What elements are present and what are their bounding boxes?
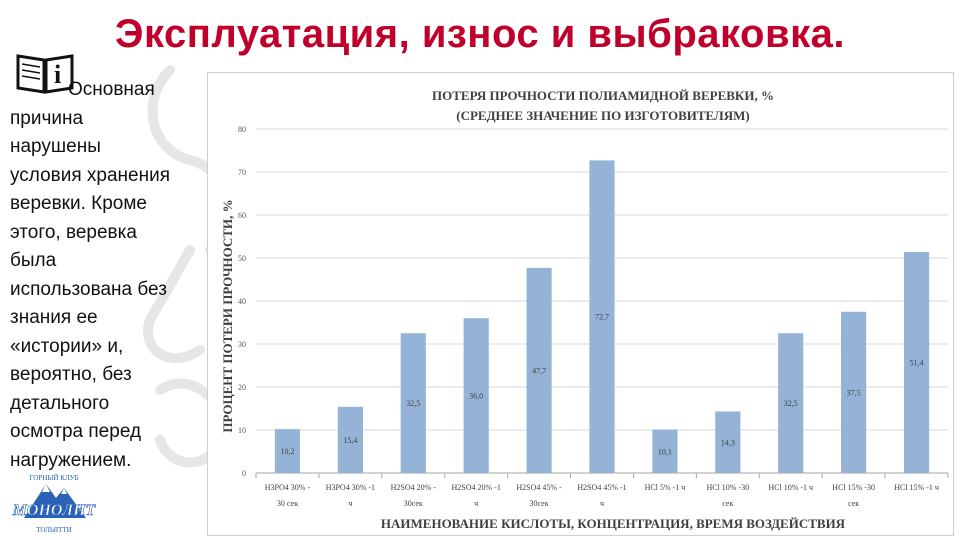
x-tick-label: HCl 15% -1 ч <box>894 483 939 492</box>
x-tick-label: сек <box>722 499 733 508</box>
x-tick-label: 30сек <box>530 499 549 508</box>
club-logo: ГОРНЫЙ КЛУБ МОНОЛИТ ТОЛЬЯТТИ <box>11 474 97 534</box>
y-tick-label: 80 <box>238 125 246 134</box>
bar <box>778 333 804 473</box>
data-label: 14,3 <box>721 438 735 447</box>
bar <box>463 318 489 473</box>
body-text: Основная причина нарушены условия хранен… <box>10 76 210 475</box>
data-label: 32,5 <box>406 399 420 408</box>
body-line: условия хранения <box>10 164 171 186</box>
bar <box>400 333 426 473</box>
x-tick-label: HCl 10% -30 <box>706 483 749 492</box>
body-line: «истории» и, <box>10 335 124 357</box>
body-line: использована без <box>10 278 167 300</box>
body-line: причина <box>10 107 84 129</box>
body-line: вероятно, без <box>10 364 132 385</box>
body-line: была <box>10 250 57 271</box>
body-line: детального <box>10 392 110 414</box>
body-line: нарушены <box>10 136 101 157</box>
body-line: веревки. Кроме <box>10 193 147 214</box>
y-tick-label: 0 <box>242 469 246 478</box>
x-tick-label: HCl 15% -30 <box>832 483 875 492</box>
x-tick-label: HCl 5% -1 ч <box>645 483 686 492</box>
x-tick-label: ч <box>600 499 604 508</box>
data-label: 72,7 <box>595 313 609 322</box>
bar <box>652 429 678 473</box>
x-axis-label: НАИМЕНОВАНИЕ КИСЛОТЫ, КОНЦЕНТРАЦИЯ, ВРЕМ… <box>381 516 846 531</box>
logo-name-text: МОНОЛИТ <box>12 502 97 519</box>
data-label: 36,0 <box>469 392 483 401</box>
x-tick-label: H2SO4 45% -1 <box>577 483 626 492</box>
x-tick-label: H3PO4 30% - <box>265 483 311 492</box>
x-tick-label: H2SO4 45% - <box>516 483 562 492</box>
x-tick-label: ч <box>348 499 352 508</box>
data-label: 37,5 <box>847 388 861 397</box>
y-tick-label: 10 <box>238 426 246 435</box>
body-line: осмотра перед <box>10 421 142 442</box>
bar <box>589 160 615 473</box>
data-label: 47,7 <box>532 366 546 375</box>
x-tick-label: 30 сек <box>277 499 298 508</box>
x-tick-label: HCl 10% -1 ч <box>768 483 813 492</box>
bar <box>841 311 867 473</box>
y-tick-label: 70 <box>238 168 246 177</box>
x-tick-label: сек <box>848 499 859 508</box>
data-label: 51,4 <box>910 358 924 367</box>
x-tick-label: H2SO4 20% -1 <box>452 483 501 492</box>
book-info-icon: i <box>16 54 74 94</box>
body-line: этого, веревка <box>10 221 137 243</box>
x-tick-label: H2SO4 20% - <box>391 483 437 492</box>
bar <box>526 267 552 473</box>
body-line: Основная <box>68 79 155 100</box>
logo-city-text: ТОЛЬЯТТИ <box>36 526 72 534</box>
x-tick-label: 30сек <box>404 499 423 508</box>
bar <box>337 406 363 473</box>
x-tick-label: H3PO4 30% -1 <box>326 483 375 492</box>
chart-title: ПОТЕРЯ ПРОЧНОСТИ ПОЛИАМИДНОЙ ВЕРЕВКИ, % <box>432 88 774 103</box>
x-tick-label: ч <box>474 499 478 508</box>
y-tick-label: 40 <box>238 297 246 306</box>
bar <box>274 429 301 473</box>
bar-chart: ПОТЕРЯ ПРОЧНОСТИ ПОЛИАМИДНОЙ ВЕРЕВКИ, % … <box>220 88 949 531</box>
chart-container: ПОТЕРЯ ПРОЧНОСТИ ПОЛИАМИДНОЙ ВЕРЕВКИ, % … <box>207 72 954 536</box>
bar <box>715 411 741 473</box>
data-label: 15,4 <box>343 436 357 445</box>
bar <box>903 251 930 473</box>
body-line: нагружением. <box>10 449 132 471</box>
body-line: знания ее <box>10 307 98 328</box>
data-label: 32,5 <box>784 399 798 408</box>
y-axis-label: ПРОЦЕНТ ПОТЕРИ ПРОЧНОСТИ, % <box>220 199 235 432</box>
y-tick-label: 60 <box>238 211 246 220</box>
svg-text:i: i <box>54 60 61 89</box>
data-label: 10,2 <box>280 447 294 456</box>
y-tick-label: 20 <box>238 383 246 392</box>
chart-subtitle: (СРЕДНЕЕ ЗНАЧЕНИЕ ПО ИЗГОТОВИТЕЛЯМ) <box>456 108 749 123</box>
slide-title: Эксплуатация, износ и выбраковка. <box>115 12 845 56</box>
data-label: 10,1 <box>658 447 672 456</box>
y-tick-label: 30 <box>238 340 246 349</box>
logo-top-text: ГОРНЫЙ КЛУБ <box>29 474 78 482</box>
y-tick-label: 50 <box>238 254 246 263</box>
